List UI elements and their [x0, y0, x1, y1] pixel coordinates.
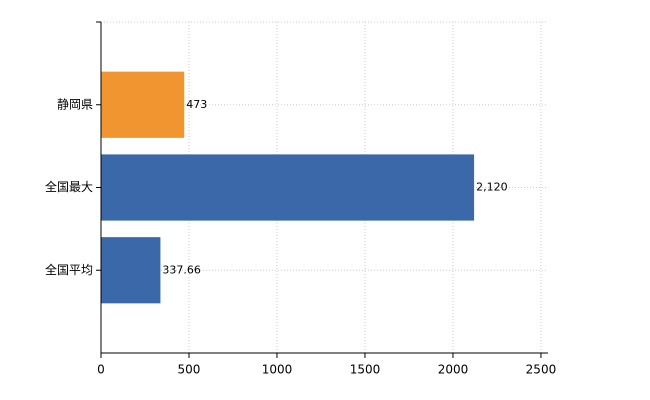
x-tick-label: 0	[97, 363, 105, 377]
y-tick-label: 静岡県	[57, 97, 93, 111]
x-tick-label: 2000	[438, 363, 469, 377]
x-tick-label: 1500	[350, 363, 381, 377]
x-tick-label: 1000	[262, 363, 293, 377]
value-label: 2,120	[476, 181, 508, 194]
y-tick-label: 全国最大	[45, 179, 93, 194]
y-tick-label: 全国平均	[45, 262, 93, 277]
bar	[101, 154, 475, 221]
bar	[101, 237, 161, 304]
value-label: 473	[186, 98, 207, 111]
value-label: 337.66	[162, 263, 201, 276]
x-tick-label: 2500	[526, 363, 557, 377]
bar	[101, 71, 185, 138]
x-tick-label: 500	[178, 363, 201, 377]
